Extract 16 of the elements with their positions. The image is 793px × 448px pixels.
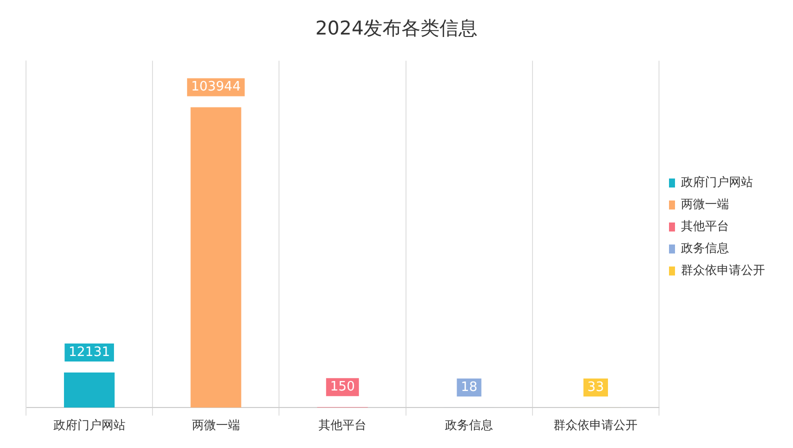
data-label: 33 [587, 380, 604, 395]
x-tick-label: 群众依申请公开 [554, 418, 638, 432]
x-tick-label: 其他平台 [318, 418, 366, 432]
legend-label: 政府门户网站 [681, 175, 753, 190]
data-label: 103944 [191, 80, 241, 95]
legend-label: 两微一端 [681, 197, 729, 212]
legend-label: 其他平台 [681, 219, 729, 234]
x-tick-label: 两微一端 [192, 418, 240, 432]
data-label: 12131 [68, 344, 110, 360]
legend-label: 群众依申请公开 [681, 263, 765, 278]
data-label: 18 [460, 380, 478, 395]
x-tick-label: 政府门户网站 [53, 418, 126, 432]
data-label: 150 [330, 380, 355, 395]
chart-title: 2024发布各类信息 [315, 17, 478, 40]
legend-label: 政务信息 [681, 241, 729, 256]
x-tick-label: 政务信息 [445, 418, 494, 432]
